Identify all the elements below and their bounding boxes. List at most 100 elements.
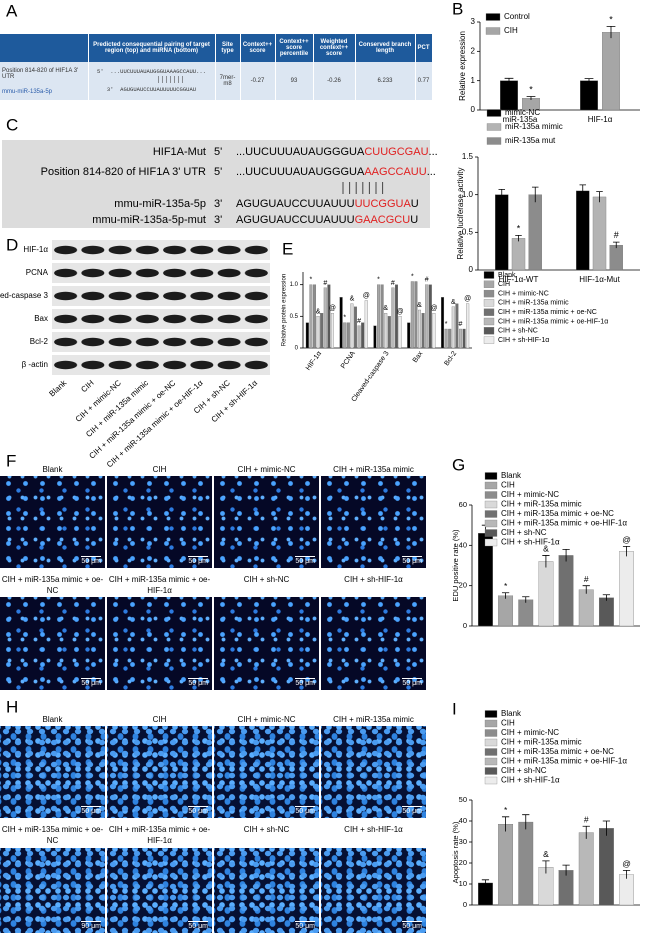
bar [421,313,425,349]
y-tick-label: 0 [469,265,474,274]
blot-bands [52,263,270,283]
bar [380,284,384,349]
error-bar [579,184,587,197]
protein-label: Cleaved-caspase 3 [0,291,49,300]
table-header: Site type [215,34,241,62]
sequence-label: HIF1A-Mut [153,146,206,158]
error-bar [522,814,530,830]
bar [592,196,607,271]
bar [444,328,448,349]
x-tick-label: HIF-1α [588,115,613,124]
y-tick-label: 1.5 [462,152,474,161]
error-bar [501,816,510,832]
legend-swatch [484,729,498,737]
micrograph: 50 μm [214,726,319,818]
legend-swatch [484,481,498,490]
bar [619,551,634,627]
bar [377,284,381,349]
error-bar [504,77,514,84]
legend-label: CIH + miR-135a mimic [501,738,582,747]
error-bar [526,96,536,101]
scale-bar: 50 μm [188,556,208,565]
bar [458,328,462,349]
sequence: AGUGUAUCCUUAUUUUUCGGUAU [120,86,197,93]
panel-label: E [282,239,293,258]
micrograph: 50 μm [214,476,319,568]
scale-bar: 50 μm [402,556,422,565]
bar [339,297,343,349]
table-header: Predicted consequential pairing of targe… [88,34,216,62]
bar [558,555,574,627]
bar [410,281,414,349]
significance-mark: * [609,14,613,24]
image-label: CIH + sh-HIF-1α [344,575,403,584]
significance-mark: * [517,223,521,233]
error-bar [584,78,594,83]
legend-swatch [484,738,498,747]
y-axis-label: EDU positive rate (%) [451,529,460,602]
significance-mark: @ [622,859,631,869]
error-bar [602,820,611,836]
y-tick-label: 0.5 [290,314,299,320]
x-tick-label: miR-135a [503,115,538,124]
image-label: CIH + miR-135a mimic + oe-HIF-1α [108,825,211,845]
x-tick-label: HIF-1α [305,350,323,372]
scale-bar: 90 μm [81,921,101,930]
error-bar [562,864,570,876]
y-tick-label: 50 [459,795,467,804]
y-tick-label: 60 [459,500,467,509]
bar [350,303,354,349]
bar [320,313,324,349]
sequence: AGUGUAUCCUUAUUUUUCGGUAU [236,198,419,210]
blot-bands [52,286,270,306]
significance-mark: * [504,581,508,591]
panel-label: C [6,115,18,134]
bar [330,313,334,349]
table-cell: -0.27 [240,62,276,100]
image-label: CIH + miR-135a mimic + oe-NC [1,825,104,845]
y-tick-label: 10 [459,879,467,888]
micrograph: 50 μm [321,726,426,818]
bar [418,309,422,349]
significance-mark: @ [622,535,631,545]
y-tick-label: 40 [459,540,467,549]
table-cell: 93 [275,62,314,100]
legend-label: CIH + sh-NC [498,328,538,335]
bar [428,284,432,349]
micrograph: 50 μm [0,476,105,568]
table-header: PCT [415,34,433,62]
sequence-label: Position 814-820 of HIF1A 3' UTR [41,166,206,178]
bar [432,313,436,349]
significance-mark: * [504,805,508,815]
legend-swatch [484,491,498,499]
error-bar [582,585,590,594]
y-axis-label: Relative expression [458,31,467,101]
bar [602,32,620,111]
significance-mark: @ [464,296,471,303]
legend-label: Blank [501,709,522,718]
x-tick-label: Bcl-2 [443,350,458,367]
bar [425,284,429,349]
sequence: ...UUCUUUAUAUGGGUACUUGCGAU... [236,146,438,158]
image-label: Blank [42,715,63,724]
significance-mark: & [417,302,422,309]
bar [598,828,614,906]
legend-swatch [483,336,495,344]
image-label: CIH + miR-135a mimic + oe-HIF-1α [108,575,211,595]
legend-label: CIH + miR-135a mimic [501,500,582,509]
legend-swatch [483,327,495,335]
legend-swatch [483,317,495,326]
protein-label: β -actin [22,360,48,369]
micrograph: 50 μm [321,597,426,690]
x-tick-label: HIF-1α-Mut [579,275,620,284]
legend-label: CIH + mimic-NC [501,728,559,737]
legend-swatch [486,109,502,117]
scale-bar: 50 μm [188,806,208,815]
significance-mark: # [425,277,429,284]
error-bar [531,186,539,203]
strand-end: 3' [106,86,114,93]
table-header: Context++ score percentile [275,34,314,62]
significance-mark: # [357,318,361,325]
legend-label: CIH + sh-NC [501,528,547,537]
